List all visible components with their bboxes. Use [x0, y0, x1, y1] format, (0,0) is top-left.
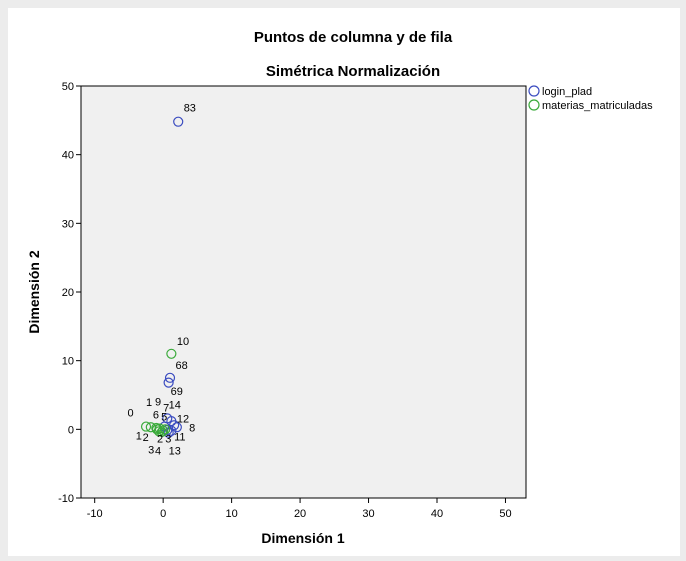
point-label: 69	[171, 386, 183, 398]
x-tick-label: 40	[431, 508, 443, 520]
y-axis-label: Dimensión 2	[26, 250, 42, 333]
point-label: 13	[169, 446, 181, 458]
y-tick-label: -10	[58, 493, 74, 505]
point-materias-matriculadas-4	[158, 425, 169, 436]
point-login-plad-12	[169, 420, 180, 431]
point-login-plad-8	[171, 422, 182, 433]
point-label: 11	[174, 431, 185, 443]
point-label: 12	[177, 413, 189, 425]
point-materias-matriculadas-0	[140, 421, 152, 432]
legend-marker-materias-matriculadas	[528, 99, 540, 111]
point-label: 83	[184, 102, 196, 114]
legend-marker-login-plad	[528, 85, 540, 97]
x-tick-label: 0	[160, 508, 166, 520]
point-label: 3	[148, 444, 154, 456]
chart-subtitle: Simétrica Normalización	[266, 63, 440, 80]
point-login-plad-68	[164, 372, 176, 383]
point-label: 4	[155, 446, 161, 458]
point-label: 0	[128, 407, 134, 419]
point-label: 1	[146, 397, 152, 409]
point-materias-matriculadas	[160, 424, 171, 435]
point-login-plad-69	[163, 377, 174, 388]
point-label: 8	[189, 422, 195, 434]
x-tick-label: 10	[225, 508, 237, 520]
y-tick-label: 10	[62, 356, 74, 368]
scatter-chart: Puntos de columna y de fila Simétrica No…	[26, 29, 653, 546]
chart-title: Puntos de columna y de fila	[254, 29, 453, 46]
legend-label-login-plad: login_plad	[542, 86, 592, 98]
point-label: 7	[163, 402, 169, 414]
legend-label-materias-matriculadas: materias_matriculadas	[542, 100, 653, 112]
point-label: 1	[136, 431, 142, 443]
point-materias-matriculadas-10	[166, 348, 177, 359]
x-tick-label: 50	[499, 508, 511, 520]
point-label: 68	[175, 360, 187, 372]
point-label: 9	[155, 396, 161, 408]
y-tick-label: 50	[62, 81, 74, 93]
point-label: 2	[143, 432, 149, 444]
point-label: 10	[177, 336, 189, 348]
x-axis-label: Dimensión 1	[261, 530, 344, 546]
x-tick-label: 30	[362, 508, 374, 520]
y-tick-label: 40	[62, 150, 74, 162]
legend: login_plad materias_matriculadas	[528, 85, 653, 112]
y-tick-label: 0	[68, 424, 74, 436]
point-label: 14	[169, 400, 181, 412]
y-tick-label: 30	[62, 218, 74, 230]
x-tick-label: -10	[87, 508, 103, 520]
point-login-plad-83	[173, 116, 184, 127]
chart-figure: Puntos de columna y de fila Simétrica No…	[8, 8, 680, 556]
point-label: 3	[165, 433, 171, 445]
point-label: 6	[153, 409, 159, 421]
point-label: 5	[161, 411, 167, 423]
y-tick-label: 20	[62, 287, 74, 299]
point-label: 2	[157, 433, 163, 445]
point-materias-matriculadas-3	[156, 426, 167, 438]
x-tick-label: 20	[294, 508, 306, 520]
